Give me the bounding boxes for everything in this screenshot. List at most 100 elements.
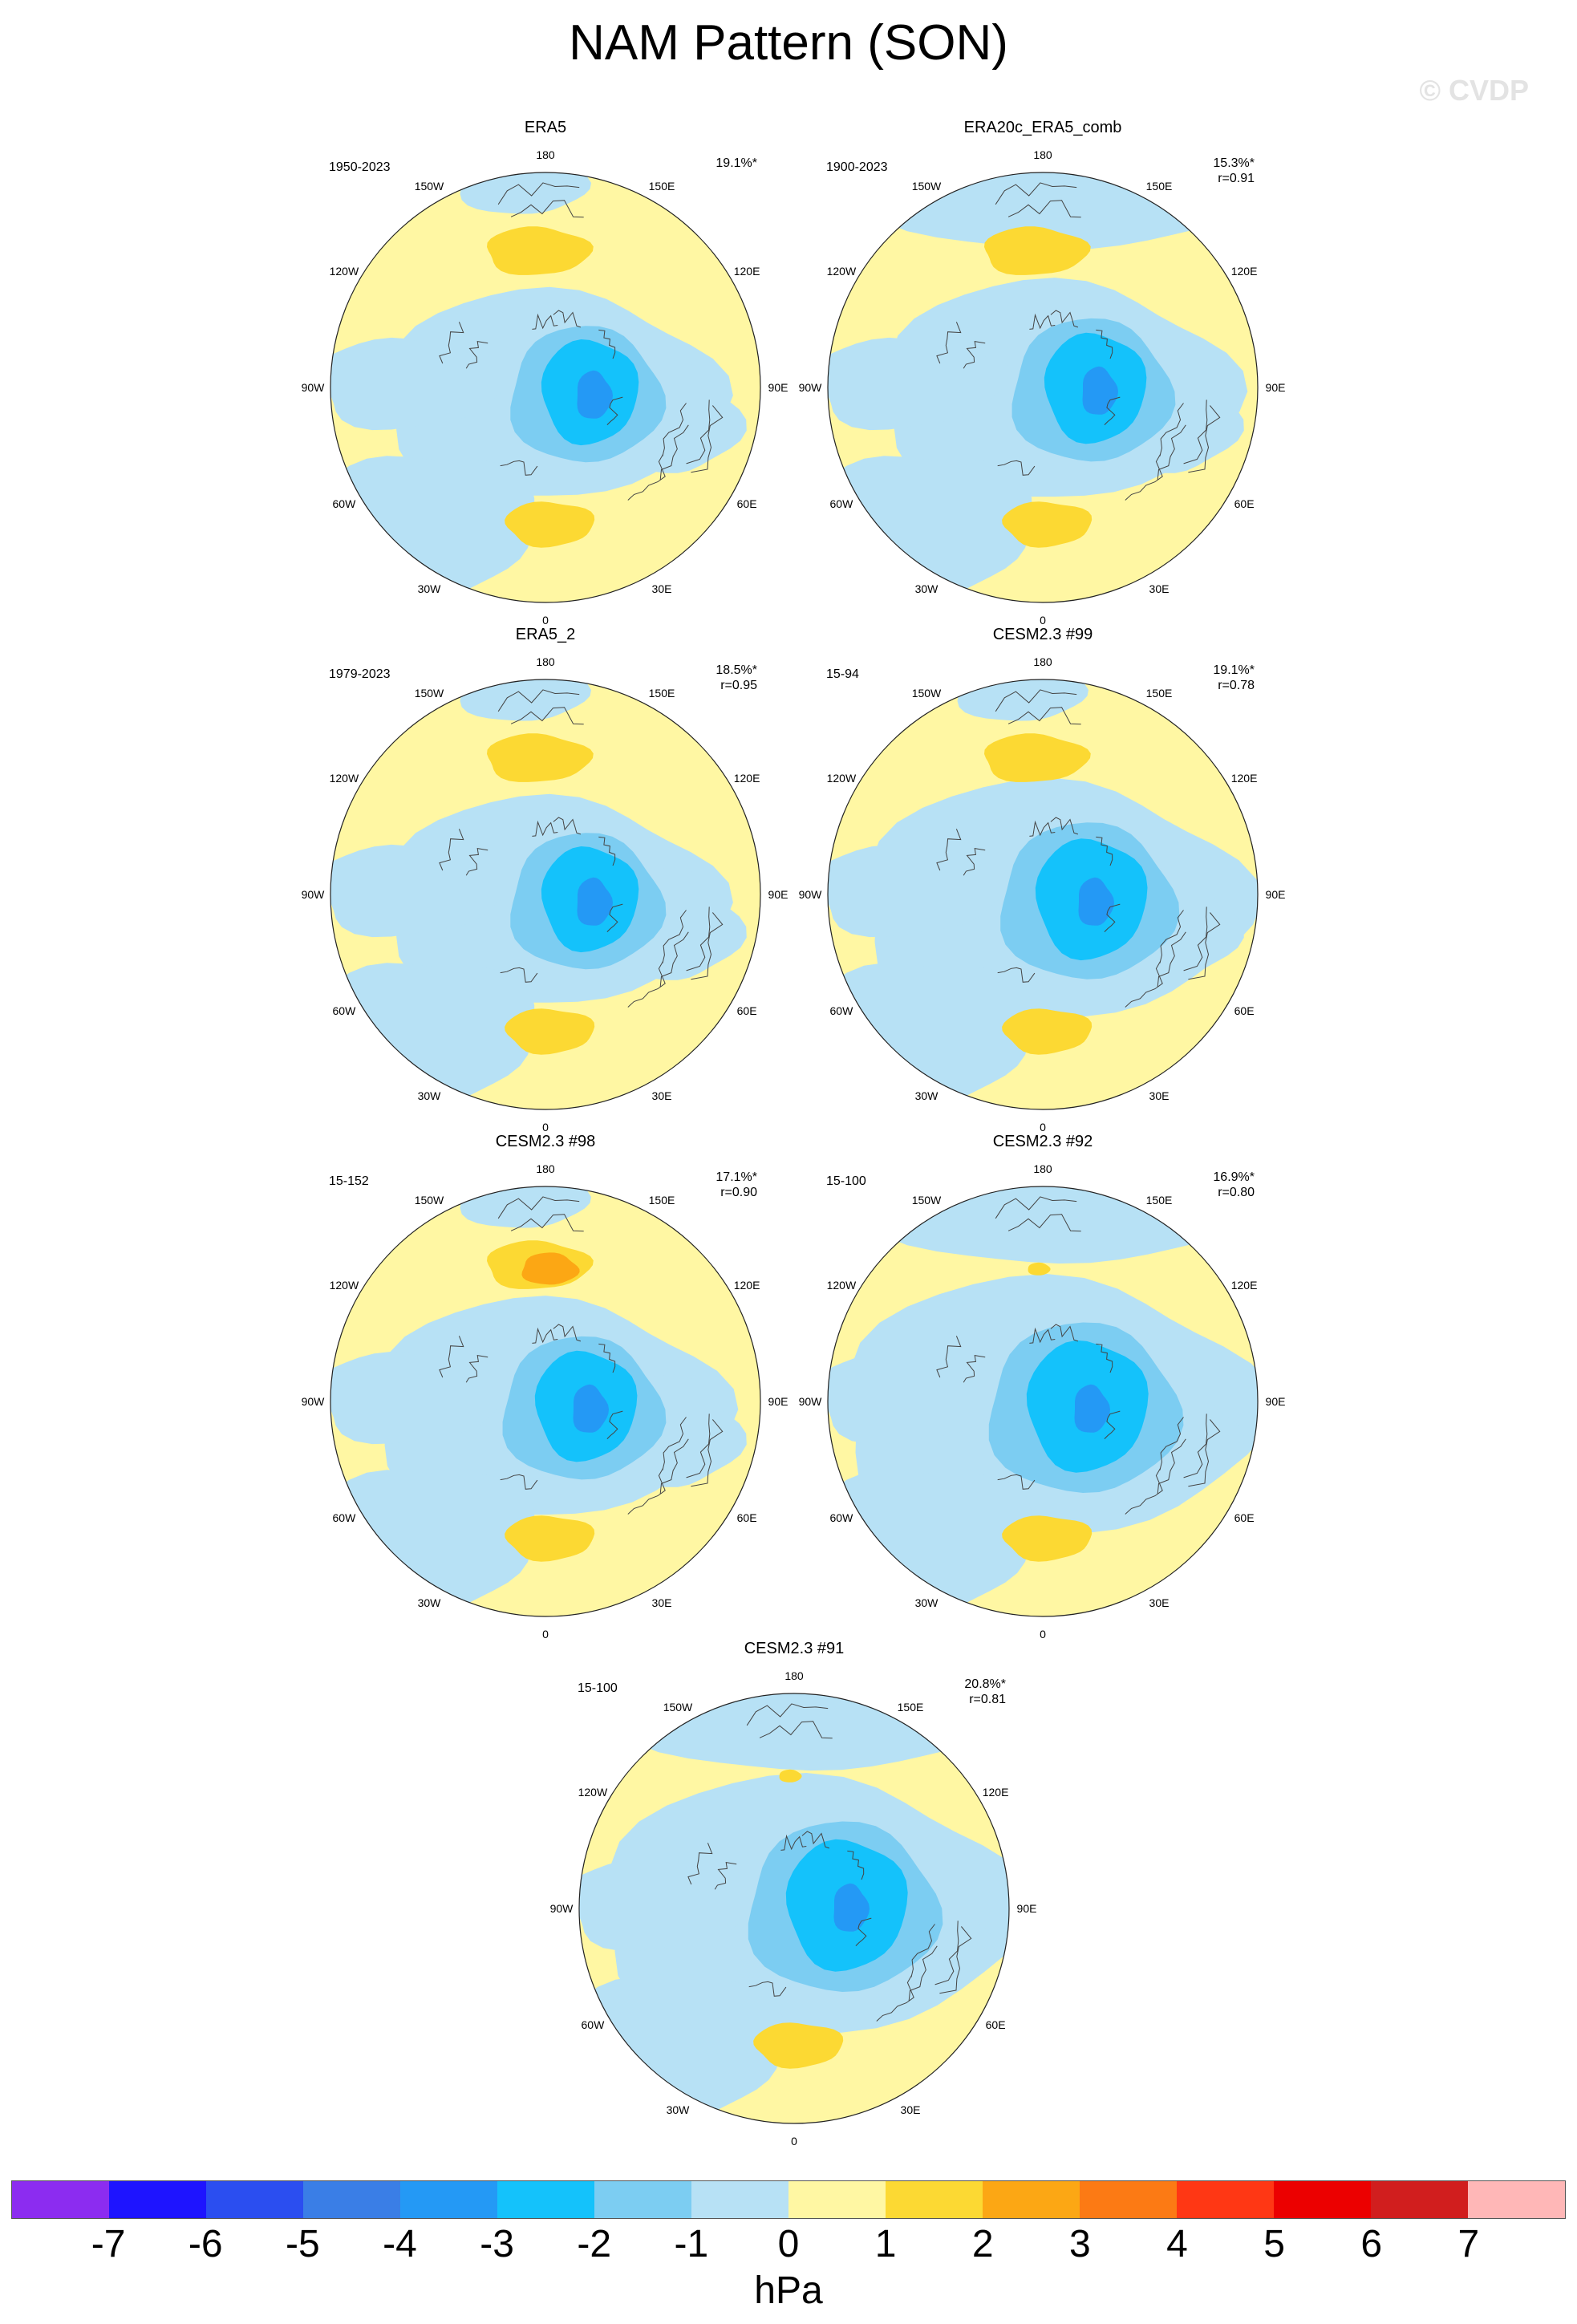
colorbar-labels: -7 -6 -5 -4 -3 -2 -1 0 1 2 3 4 5 6 7 xyxy=(11,2222,1566,2270)
longitude-label: 60E xyxy=(737,1511,757,1524)
colorbar-tick-label: 5 xyxy=(1263,2223,1285,2265)
colorbar-tick-label: 3 xyxy=(1069,2223,1091,2265)
colorbar-tick-label: 0 xyxy=(777,2223,800,2265)
panel-period: 1979-2023 xyxy=(329,667,391,681)
longitude-label: 30W xyxy=(418,582,442,595)
longitude-label: 150E xyxy=(1146,180,1173,193)
longitude-label: 30W xyxy=(915,1596,939,1609)
longitude-label: 120E xyxy=(734,265,760,278)
colorbar-box xyxy=(983,2181,1080,2218)
longitude-label: 150W xyxy=(415,687,444,700)
longitude-label: 90E xyxy=(1266,1395,1286,1408)
longitude-label: 150E xyxy=(649,687,675,700)
longitude-label: 0 xyxy=(542,614,549,627)
longitude-label: 90W xyxy=(302,381,326,394)
panel-stats: 19.1%* xyxy=(716,156,757,170)
map-panel: CESM2.3 #99 15-94 19.1%* r=0.78 180 150E 12… xyxy=(799,626,1286,1134)
colorbar-unit: hPa xyxy=(754,2269,823,2312)
longitude-label: 30E xyxy=(1149,582,1170,595)
page-title: NAM Pattern (SON) xyxy=(569,15,1008,71)
longitude-label: 150E xyxy=(1146,687,1173,700)
panel-period: 15-152 xyxy=(329,1174,369,1188)
longitude-label: 180 xyxy=(536,1162,555,1175)
colorbar-tick-label: 6 xyxy=(1360,2223,1383,2265)
map-panel: ERA5_2 1979-2023 18.5%* r=0.95 180 150E 120… xyxy=(302,626,788,1134)
panel-title: CESM2.3 #99 xyxy=(992,626,1093,643)
longitude-label: 150E xyxy=(1146,1194,1173,1207)
colorbar-box xyxy=(1177,2181,1274,2218)
longitude-label: 90E xyxy=(768,1395,788,1408)
longitude-label: 30W xyxy=(915,1089,939,1102)
longitude-label: 60W xyxy=(830,1511,854,1524)
longitude-label: 90E xyxy=(768,888,788,901)
longitude-label: 150W xyxy=(663,1701,693,1714)
longitude-label: 60E xyxy=(737,497,757,510)
longitude-label: 120W xyxy=(330,265,359,278)
colorbar-tick-label: -4 xyxy=(383,2223,417,2265)
longitude-label: 30W xyxy=(667,2103,691,2116)
colorbar-tick-label: 2 xyxy=(971,2223,994,2265)
longitude-label: 90E xyxy=(1266,381,1286,394)
longitude-label: 30E xyxy=(1149,1596,1170,1609)
longitude-label: 60E xyxy=(1234,497,1255,510)
longitude-label: 120E xyxy=(1231,772,1258,785)
longitude-label: 30E xyxy=(652,1596,672,1609)
polar-map: 180 150E 120E 90E 60E 30E 0 30W 60W 90W 120W 150W xyxy=(799,148,1286,627)
map-panel: CESM2.3 #91 15-100 20.8%* r=0.81 180 150E 1… xyxy=(550,1640,1037,2148)
longitude-label: 120E xyxy=(734,772,760,785)
longitude-label: 30E xyxy=(652,582,672,595)
longitude-label: 30E xyxy=(901,2103,921,2116)
longitude-label: 120W xyxy=(578,1786,608,1799)
polar-map: 180 150E 120E 90E 60E 30E 0 30W 60W 90W 120W 150W xyxy=(302,655,788,1134)
longitude-label: 150W xyxy=(912,180,942,193)
colorbar-tick-label: -2 xyxy=(577,2223,612,2265)
longitude-label: 90W xyxy=(550,1902,574,1915)
panel-stats: 19.1%* r=0.78 xyxy=(1213,663,1255,692)
colorbar xyxy=(11,2180,1566,2219)
polar-map: 180 150E 120E 90E 60E 30E 0 30W 60W 90W 120W 150W xyxy=(799,655,1286,1134)
colorbar-box xyxy=(400,2181,497,2218)
panel-period: 1900-2023 xyxy=(826,160,888,174)
colorbar-box xyxy=(1274,2181,1371,2218)
panel-period: 15-100 xyxy=(826,1174,866,1188)
longitude-label: 30E xyxy=(652,1089,672,1102)
longitude-label: 30W xyxy=(418,1089,442,1102)
longitude-label: 120W xyxy=(827,265,857,278)
map-panel: CESM2.3 #98 15-152 17.1%* r=0.90 180 150E 1… xyxy=(302,1133,788,1641)
longitude-label: 120E xyxy=(1231,265,1258,278)
longitude-label: 90W xyxy=(302,888,326,901)
longitude-label: 150E xyxy=(898,1701,924,1714)
colorbar-box xyxy=(497,2181,594,2218)
colorbar-box xyxy=(206,2181,303,2218)
longitude-label: 0 xyxy=(542,1628,549,1641)
longitude-label: 30W xyxy=(915,582,939,595)
colorbar-box xyxy=(109,2181,206,2218)
colorbar-box xyxy=(886,2181,983,2218)
longitude-label: 60W xyxy=(830,497,854,510)
longitude-label: 30W xyxy=(418,1596,442,1609)
map-panel: ERA20c_ERA5_comb 1900-2023 15.3%* r=0.91 … xyxy=(799,119,1286,627)
longitude-label: 150W xyxy=(415,1194,444,1207)
longitude-label: 90E xyxy=(768,381,788,394)
longitude-label: 120W xyxy=(330,1279,359,1292)
longitude-label: 180 xyxy=(1033,148,1052,161)
longitude-label: 60W xyxy=(333,497,357,510)
longitude-label: 60W xyxy=(333,1004,357,1017)
map-panel: CESM2.3 #92 15-100 16.9%* r=0.80 180 150E 1… xyxy=(799,1133,1286,1641)
longitude-label: 150E xyxy=(649,180,675,193)
longitude-label: 90W xyxy=(799,1395,823,1408)
longitude-label: 180 xyxy=(536,655,555,668)
longitude-label: 150E xyxy=(649,1194,675,1207)
longitude-label: 120E xyxy=(983,1786,1009,1799)
longitude-label: 150W xyxy=(912,687,942,700)
panel-period: 15-100 xyxy=(578,1681,618,1695)
panel-period: 1950-2023 xyxy=(329,160,391,174)
colorbar-tick-label: 1 xyxy=(874,2223,897,2265)
longitude-label: 120E xyxy=(734,1279,760,1292)
colorbar-box xyxy=(1468,2181,1565,2218)
colorbar-tick-label: -5 xyxy=(286,2223,320,2265)
colorbar-box xyxy=(594,2181,691,2218)
colorbar-box xyxy=(303,2181,400,2218)
panel-stats: 18.5%* r=0.95 xyxy=(716,663,757,692)
panel-title: CESM2.3 #92 xyxy=(992,1133,1093,1150)
